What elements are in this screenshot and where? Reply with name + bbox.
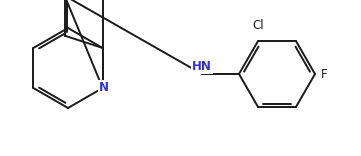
Text: HN: HN [192,61,212,73]
Text: N: N [99,80,109,93]
Text: Cl: Cl [252,19,264,32]
Text: F: F [321,68,328,80]
